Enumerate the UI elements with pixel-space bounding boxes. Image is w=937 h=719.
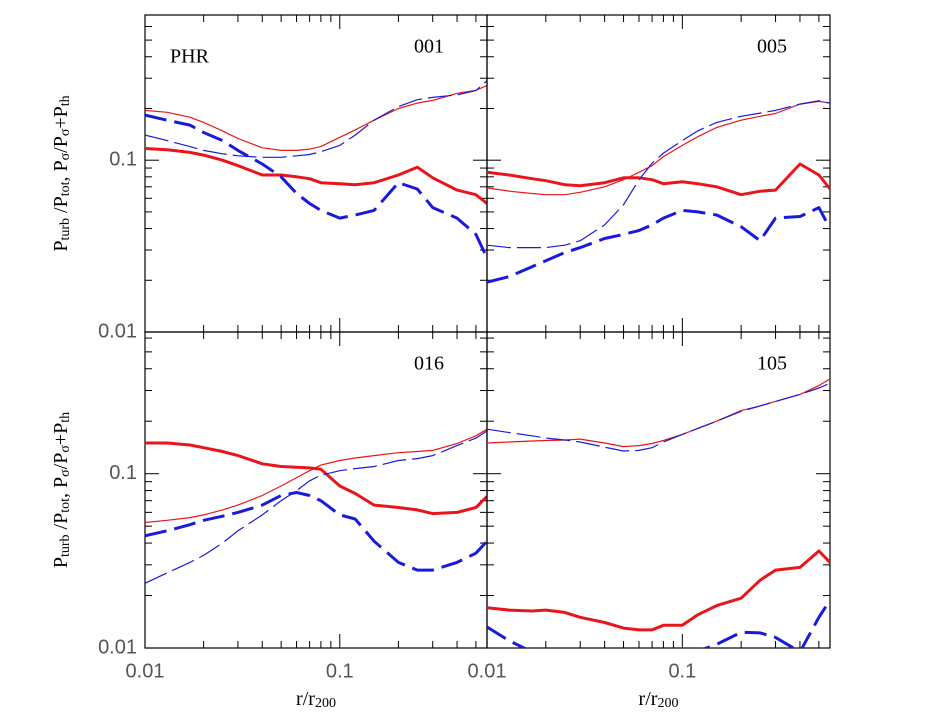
- annotation: 001: [414, 36, 444, 58]
- series-line: [487, 382, 830, 452]
- y-axis-label-part: σ: [58, 152, 73, 160]
- y-axis-label-part: /P: [50, 196, 72, 218]
- series-line: [487, 549, 830, 632]
- plot-frame: [486, 331, 831, 649]
- annotation: 005: [757, 36, 787, 58]
- y-axis-label-part: /P: [50, 453, 72, 470]
- x-tick-label: 0.01: [126, 660, 165, 682]
- series-line: [487, 206, 830, 284]
- plot-frame: [144, 331, 488, 649]
- y-axis-label-part: P: [50, 557, 72, 568]
- x-axis-label: r/r200: [296, 688, 336, 712]
- y-axis-label-part: σ: [58, 128, 73, 136]
- y-axis-label-part: +P: [50, 423, 72, 445]
- y-axis-label-part: σ: [58, 445, 73, 453]
- x-axis-label-part: 200: [657, 696, 678, 711]
- series-line: [145, 441, 487, 516]
- y-axis-label: Pturb /Ptot, Pσ/Pσ+Pth: [50, 412, 74, 568]
- series-line: [487, 100, 830, 196]
- x-axis-label-part: r/r: [296, 688, 315, 710]
- y-axis-label-part: tot: [58, 498, 73, 513]
- y-axis-label-part: tot: [58, 181, 73, 196]
- annotation: PHR: [170, 46, 210, 68]
- series-line: [145, 113, 487, 259]
- y-axis-label: Pturb /Ptot, Pσ/Pσ+Pth: [50, 95, 74, 251]
- series-line: [145, 491, 487, 572]
- plot-frame: [486, 14, 831, 333]
- series-line: [487, 162, 830, 197]
- y-tick-label: 0.01: [98, 320, 137, 342]
- y-axis-label-part: /P: [50, 136, 72, 153]
- y-axis-label-part: turb: [58, 534, 73, 557]
- series-line: [145, 147, 487, 205]
- y-tick-label: 0.1: [109, 462, 137, 484]
- y-axis-label-part: /P: [50, 513, 72, 535]
- series-line: [487, 100, 830, 249]
- y-axis-label-part: th: [58, 412, 73, 423]
- x-axis-label-part: r/r: [639, 688, 658, 710]
- series-line: [145, 84, 487, 151]
- series-line: [145, 428, 487, 524]
- x-axis-label: r/r200: [639, 688, 679, 712]
- y-axis-label-part: P: [50, 241, 72, 252]
- y-axis-label-part: σ: [58, 469, 73, 477]
- x-tick-label: 0.1: [326, 660, 354, 682]
- y-axis-label-part: +P: [50, 106, 72, 128]
- y-axis-label-part: turb: [58, 218, 73, 241]
- y-tick-label: 0.1: [109, 148, 137, 170]
- y-axis-label-part: , P: [50, 477, 72, 498]
- x-tick-label: 0.01: [468, 660, 507, 682]
- y-axis-label-part: , P: [50, 160, 72, 181]
- y-axis-label-part: th: [58, 95, 73, 106]
- series-line: [145, 430, 487, 584]
- series-line: [487, 378, 830, 448]
- x-tick-label: 0.1: [668, 660, 696, 682]
- annotation: 016: [414, 353, 444, 375]
- y-tick-label: 0.01: [98, 636, 137, 658]
- annotation: 105: [757, 353, 787, 375]
- x-axis-label-part: 200: [315, 696, 336, 711]
- series-line: [145, 80, 487, 158]
